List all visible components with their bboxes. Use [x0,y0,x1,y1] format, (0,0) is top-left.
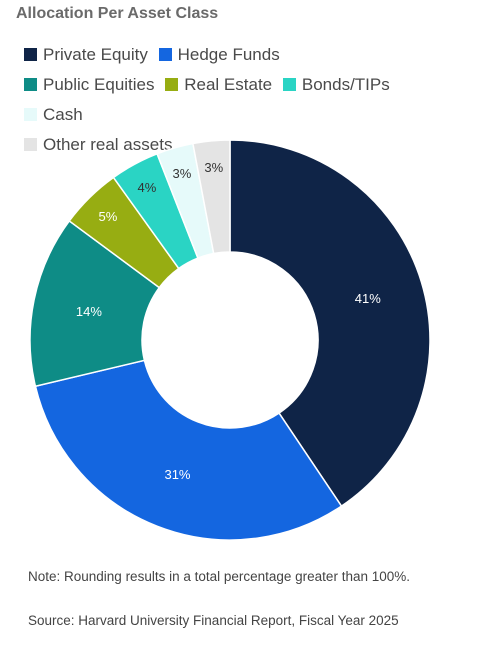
chart-note: Note: Rounding results in a total percen… [28,569,410,584]
legend-label-private-equity: Private Equity [43,45,148,64]
chart-source: Source: Harvard University Financial Rep… [28,613,399,628]
legend-swatch-bonds-tips [282,78,296,91]
legend-label-cash: Cash [43,105,83,124]
chart-title: Allocation Per Asset Class [16,5,219,22]
donut-slice-other-real-assets [192,140,231,255]
donut-chart: 41% 31% 14% 5% 4% 3% 3% [29,140,431,541]
legend-item-real-estate: Real Estate [165,70,272,100]
chart-legend: Private Equity Hedge Funds Public Equiti… [24,40,424,160]
legend-label-bonds-tips: Bonds/TIPs [301,75,390,94]
legend-swatch-private-equity [24,48,37,61]
legend-item-hedge-funds: Hedge Funds [158,40,280,70]
legend-item-public-equities: Public Equities [24,70,155,100]
donut-label-real-estate: 5% [99,209,118,224]
donut-label-bonds-tips: 4% [138,180,157,195]
legend-label-public-equities: Public Equities [43,75,155,94]
legend-swatch-cash [24,108,37,121]
donut-slice-hedge-funds [34,359,343,541]
donut-label-cash: 3% [173,166,192,181]
legend-swatch-public-equities [24,78,37,91]
legend-swatch-other-real-assets [24,138,37,151]
donut-label-public-equities: 14% [76,304,102,319]
donut-slice-private-equity [229,140,431,508]
legend-item-other-real-assets: Other real assets [24,130,172,160]
donut-slice-public-equities [29,219,161,388]
legend-item-bonds-tips: Bonds/TIPs [282,70,390,100]
donut-label-hedge-funds: 31% [164,467,190,482]
donut-label-other-real-assets: 3% [204,160,223,175]
legend-item-private-equity: Private Equity [24,40,148,70]
legend-swatch-real-estate [165,78,179,91]
legend-label-real-estate: Real Estate [184,75,273,94]
legend-swatch-hedge-funds [158,48,172,61]
legend-label-hedge-funds: Hedge Funds [177,45,280,64]
donut-label-private-equity: 41% [355,291,381,306]
legend-item-cash: Cash [24,100,83,130]
legend-label-other-real-assets: Other real assets [43,135,173,154]
